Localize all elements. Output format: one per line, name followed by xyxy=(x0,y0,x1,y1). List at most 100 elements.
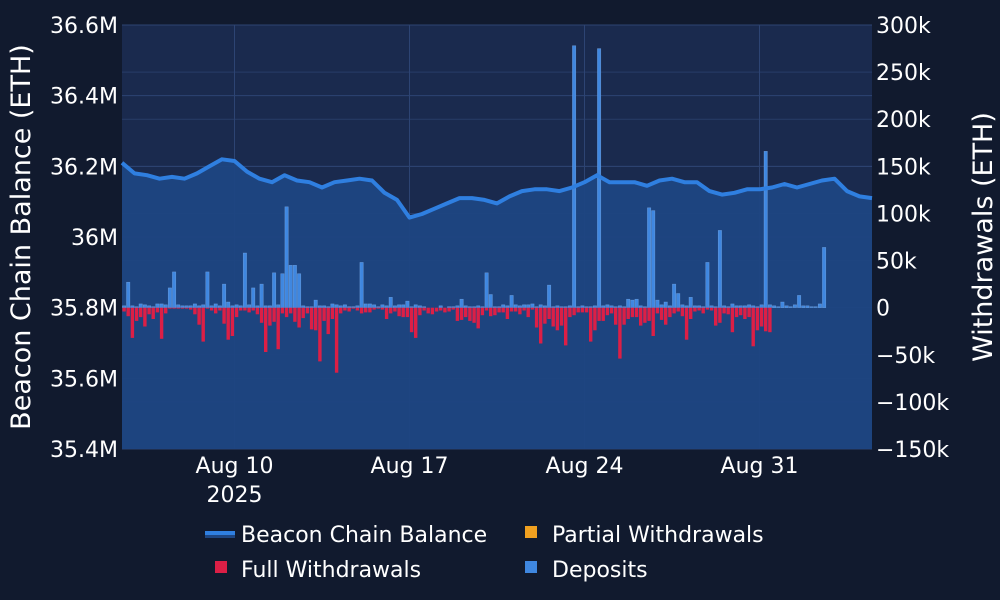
deposit-bar xyxy=(184,305,189,308)
deposit-bar xyxy=(126,281,131,308)
deposit-bar xyxy=(288,265,293,308)
legend-line-swatch xyxy=(205,531,235,535)
full-withdrawal-bar xyxy=(584,307,589,313)
full-withdrawal-bar xyxy=(601,307,605,321)
full-withdrawal-bar xyxy=(222,307,226,324)
deposit-bar xyxy=(330,303,335,308)
legend-item-partial[interactable]: Partial Withdrawals xyxy=(525,523,764,548)
full-withdrawal-bar xyxy=(639,307,643,326)
full-withdrawal-bar xyxy=(647,307,651,321)
full-withdrawal-bar xyxy=(547,307,551,319)
deposit-bar xyxy=(563,306,568,308)
x-tick-label: Aug 17 xyxy=(371,454,449,479)
deposit-bar xyxy=(634,298,639,308)
full-withdrawal-bar xyxy=(351,307,355,309)
full-withdrawal-bar xyxy=(526,307,530,318)
full-withdrawal-bar xyxy=(168,307,172,309)
deposit-bar xyxy=(772,305,777,308)
full-withdrawal-bar xyxy=(739,307,743,316)
legend-item-full[interactable]: Full Withdrawals xyxy=(215,558,421,583)
full-withdrawal-bar xyxy=(259,307,264,323)
full-withdrawal-bar xyxy=(297,307,301,328)
deposit-bar xyxy=(234,304,239,308)
full-withdrawal-bar xyxy=(718,307,722,323)
full-withdrawal-bar xyxy=(726,307,730,315)
full-withdrawal-bar xyxy=(209,307,214,311)
deposit-bar xyxy=(259,283,264,308)
full-withdrawal-bar xyxy=(759,307,764,327)
deposit-bar xyxy=(392,305,397,308)
legend-label-deposits: Deposits xyxy=(552,558,648,583)
legend-item-balance[interactable]: Beacon Chain Balance xyxy=(205,523,487,548)
full-withdrawal-bar xyxy=(447,307,451,312)
y-right-ticks: −150k −100k −50k 0 50k 100k 150k 200k 250k 300k xyxy=(876,14,949,463)
deposit-bar xyxy=(138,303,143,308)
full-withdrawal-bar xyxy=(484,307,489,311)
deposit-bar xyxy=(497,306,502,308)
deposit-bar xyxy=(217,305,222,308)
full-withdrawal-bar xyxy=(122,307,126,312)
deposit-bar xyxy=(284,206,289,308)
deposit-bar xyxy=(355,305,360,308)
full-withdrawal-bar xyxy=(426,307,430,314)
full-withdrawal-bar xyxy=(139,307,143,318)
balance-line-path xyxy=(120,157,873,220)
full-withdrawal-bar xyxy=(689,307,693,319)
deposit-bar xyxy=(555,305,560,308)
deposit-bar xyxy=(238,305,243,308)
full-withdrawal-bar xyxy=(339,307,343,314)
deposit-bar xyxy=(580,305,585,308)
full-withdrawal-bar xyxy=(197,307,201,325)
deposit-bar xyxy=(738,305,743,308)
full-withdrawal-bar xyxy=(214,307,218,314)
deposit-bar xyxy=(334,304,339,308)
full-withdrawal-bar xyxy=(322,307,326,321)
full-withdrawal-bar xyxy=(384,307,389,319)
full-withdrawal-bar xyxy=(655,307,660,314)
legend-item-deposits[interactable]: Deposits xyxy=(525,558,648,583)
full-withdrawal-bar xyxy=(159,307,164,339)
deposit-bar xyxy=(505,305,510,308)
deposit-bar xyxy=(792,304,797,308)
deposit-bar xyxy=(376,306,381,308)
deposit-bar xyxy=(780,301,785,308)
full-withdrawal-bar xyxy=(293,307,297,322)
full-withdrawal-bar xyxy=(230,307,235,336)
full-withdrawal-bar xyxy=(130,307,135,338)
full-withdrawal-bar xyxy=(480,307,485,316)
full-withdrawal-bar xyxy=(218,307,222,311)
full-withdrawal-bar xyxy=(314,307,318,331)
full-withdrawal-bar xyxy=(247,307,251,313)
deposit-bar xyxy=(438,305,443,308)
y-right-tick-label: 150k xyxy=(876,155,931,180)
deposit-bar xyxy=(530,303,535,308)
full-withdrawal-bar xyxy=(226,307,230,340)
deposit-bar xyxy=(209,305,214,308)
full-withdrawal-bar xyxy=(172,307,176,309)
deposit-bar xyxy=(226,301,231,308)
y-right-tick-label: −150k xyxy=(876,438,949,463)
deposit-bar xyxy=(805,305,810,308)
legend-box-partial xyxy=(525,526,537,538)
full-withdrawal-bar xyxy=(730,307,735,333)
full-withdrawal-bar xyxy=(151,307,155,319)
full-withdrawal-bar xyxy=(372,307,376,310)
full-withdrawal-bar xyxy=(605,307,610,316)
y-left-tick-label: 35.8M xyxy=(50,297,118,322)
deposit-bar xyxy=(480,306,485,308)
deposit-bar xyxy=(309,306,314,308)
deposit-bar xyxy=(776,306,781,308)
deposit-bar xyxy=(701,306,706,308)
deposit-bar xyxy=(742,305,747,308)
full-withdrawal-bar xyxy=(459,307,464,320)
full-withdrawal-bar xyxy=(443,307,447,313)
deposit-bar xyxy=(659,304,664,308)
deposit-bar xyxy=(722,305,727,308)
deposit-bar xyxy=(534,306,539,308)
full-withdrawal-bar xyxy=(564,307,568,346)
deposit-bar xyxy=(230,305,235,308)
full-withdrawal-bar xyxy=(493,307,497,316)
legend: Beacon Chain Balance Partial Withdrawals… xyxy=(205,523,764,583)
deposit-bar xyxy=(372,304,377,308)
